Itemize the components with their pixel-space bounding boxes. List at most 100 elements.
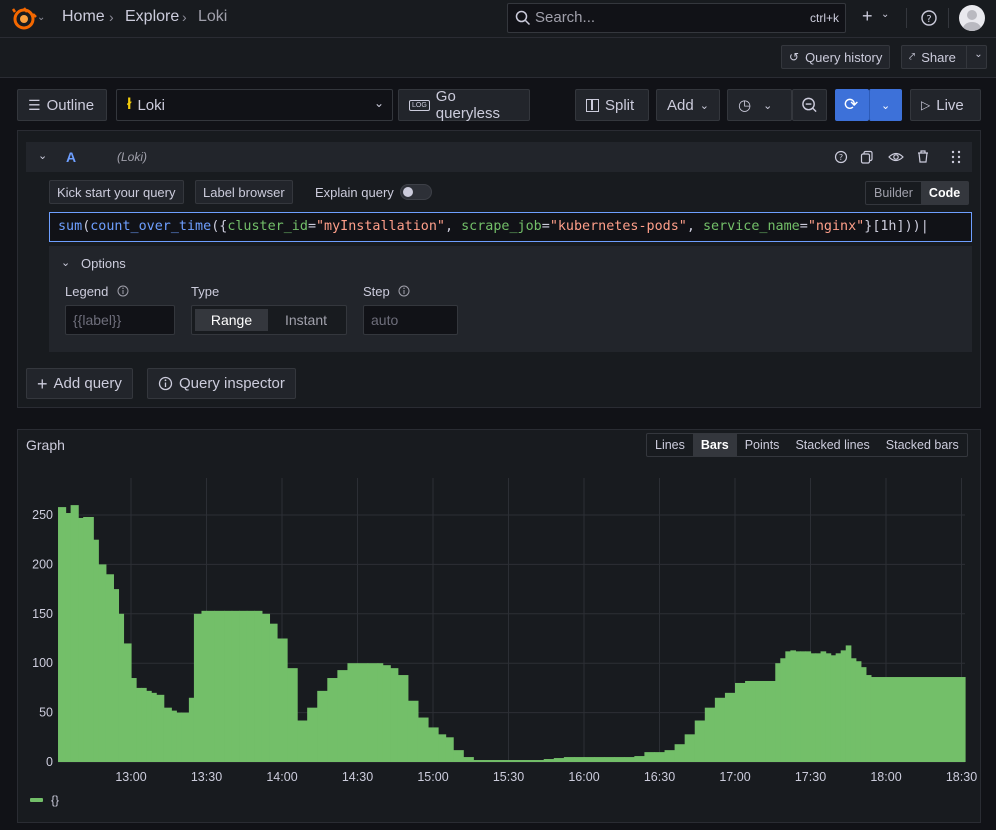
- chart-bar[interactable]: [584, 757, 595, 762]
- chart-bar[interactable]: [261, 613, 271, 762]
- chart-bar[interactable]: [870, 677, 966, 762]
- mode-builder-option[interactable]: Builder: [874, 186, 913, 200]
- grafana-logo-icon[interactable]: [10, 6, 38, 32]
- chart-bar[interactable]: [820, 651, 827, 762]
- chart-bar[interactable]: [533, 760, 545, 762]
- chart-bar[interactable]: [231, 610, 240, 762]
- chart-bar[interactable]: [337, 670, 349, 762]
- chart-bar[interactable]: [118, 613, 125, 762]
- new-plus-icon[interactable]: +: [862, 6, 873, 26]
- chart-bar[interactable]: [830, 655, 837, 762]
- chevron-down-icon[interactable]: ⌄: [881, 9, 890, 20]
- chart-bar[interactable]: [357, 663, 369, 762]
- chart-bar[interactable]: [176, 712, 182, 762]
- chart-bar[interactable]: [83, 516, 94, 762]
- label-browser-button[interactable]: Label browser: [195, 180, 293, 204]
- chart-bar[interactable]: [287, 668, 298, 762]
- chart-bar[interactable]: [855, 661, 862, 762]
- chart-bar[interactable]: [131, 678, 137, 762]
- editor-mode-toggle[interactable]: Builder Code: [865, 181, 970, 205]
- chart-bar[interactable]: [463, 757, 474, 762]
- chart-bar[interactable]: [765, 680, 776, 762]
- drag-handle-icon[interactable]: [951, 150, 961, 164]
- chart-bar[interactable]: [58, 507, 67, 762]
- chart-bar[interactable]: [141, 687, 147, 762]
- chart-bar[interactable]: [377, 663, 384, 762]
- share-dropdown-chevron-icon[interactable]: ⌄: [966, 45, 990, 69]
- zoom-out-button[interactable]: [792, 89, 827, 121]
- chart-bar[interactable]: [188, 697, 195, 762]
- help-icon[interactable]: ?: [834, 150, 848, 164]
- chart-bar[interactable]: [724, 692, 736, 762]
- chart-bar[interactable]: [735, 682, 746, 762]
- chart-bar[interactable]: [553, 758, 565, 762]
- chart-bar[interactable]: [563, 757, 575, 762]
- refresh-interval-dropdown[interactable]: ⌄: [869, 89, 902, 121]
- split-button[interactable]: Split: [575, 89, 649, 121]
- chart-bar[interactable]: [543, 759, 555, 762]
- run-query-button[interactable]: ⟳: [835, 89, 869, 121]
- chart-bar[interactable]: [224, 610, 233, 762]
- query-history-button[interactable]: ↺ Query history: [781, 45, 891, 69]
- chart-bar[interactable]: [123, 643, 132, 762]
- chart-bar[interactable]: [163, 707, 172, 762]
- chart-bar[interactable]: [513, 760, 525, 762]
- query-inspector-button[interactable]: Query inspector: [147, 368, 296, 399]
- outline-button[interactable]: ☰ Outline: [17, 89, 107, 121]
- chart-bar[interactable]: [427, 727, 439, 762]
- chart-bar[interactable]: [614, 757, 625, 762]
- chart-bar[interactable]: [674, 744, 686, 762]
- chart-bar[interactable]: [201, 610, 208, 762]
- eye-icon[interactable]: [888, 150, 904, 164]
- chart-bar[interactable]: [105, 574, 114, 762]
- search-input[interactable]: Search... ctrl+k: [507, 3, 846, 33]
- legend-input[interactable]: {{label}}: [65, 305, 175, 335]
- explain-query-toggle[interactable]: [400, 184, 432, 200]
- legend-series-label[interactable]: {}: [51, 793, 60, 807]
- chart-bar[interactable]: [503, 760, 515, 762]
- chart-bar[interactable]: [694, 720, 706, 762]
- chart-bar[interactable]: [151, 692, 157, 762]
- chart-bar[interactable]: [254, 610, 263, 762]
- options-toggle[interactable]: Options: [81, 256, 126, 271]
- chart-bar[interactable]: [845, 645, 852, 762]
- trash-icon[interactable]: [916, 149, 930, 164]
- chart-bar[interactable]: [65, 513, 72, 762]
- chart-bar[interactable]: [775, 663, 781, 762]
- chart-bar[interactable]: [327, 678, 338, 762]
- chart-bar[interactable]: [835, 653, 842, 762]
- chart-bar[interactable]: [664, 750, 676, 762]
- chart-bar[interactable]: [181, 712, 190, 762]
- chart-bar[interactable]: [276, 638, 288, 763]
- query-expression[interactable]: sum(count_over_time({cluster_id="myInsta…: [58, 219, 929, 234]
- chart-bar[interactable]: [523, 760, 535, 762]
- chart-bar[interactable]: [269, 623, 278, 762]
- chart-bar[interactable]: [745, 680, 756, 762]
- chart-bar[interactable]: [156, 694, 165, 762]
- graph-mode-stacked-lines[interactable]: Stacked lines: [795, 438, 870, 452]
- query-code-editor[interactable]: sum(count_over_time({cluster_id="myInsta…: [49, 212, 972, 242]
- chart-bar[interactable]: [483, 760, 494, 762]
- chevron-down-icon[interactable]: ⌄: [37, 12, 46, 23]
- chart-bar[interactable]: [98, 564, 107, 762]
- help-icon[interactable]: ?: [920, 9, 938, 27]
- chart-bar[interactable]: [493, 760, 505, 762]
- add-query-button[interactable]: + Add query: [26, 368, 133, 399]
- chart-bar[interactable]: [800, 651, 807, 762]
- info-icon[interactable]: [398, 285, 410, 297]
- mode-code-option[interactable]: Code: [920, 182, 969, 204]
- chart-bar[interactable]: [206, 610, 215, 762]
- info-icon[interactable]: [117, 285, 129, 297]
- chart-bar[interactable]: [171, 710, 177, 762]
- chart-bar[interactable]: [317, 690, 328, 762]
- step-input[interactable]: auto: [363, 305, 458, 335]
- chart-bar[interactable]: [850, 658, 857, 762]
- chart-bar[interactable]: [624, 757, 635, 762]
- datasource-picker[interactable]: ł Loki ⌄: [116, 89, 393, 121]
- add-button[interactable]: Add ⌄: [656, 89, 720, 121]
- avatar[interactable]: [959, 5, 985, 31]
- type-radio-group[interactable]: Range Instant: [191, 305, 347, 335]
- chart-bar[interactable]: [704, 707, 716, 762]
- chart-bar[interactable]: [239, 610, 248, 762]
- chart-bar[interactable]: [755, 680, 766, 762]
